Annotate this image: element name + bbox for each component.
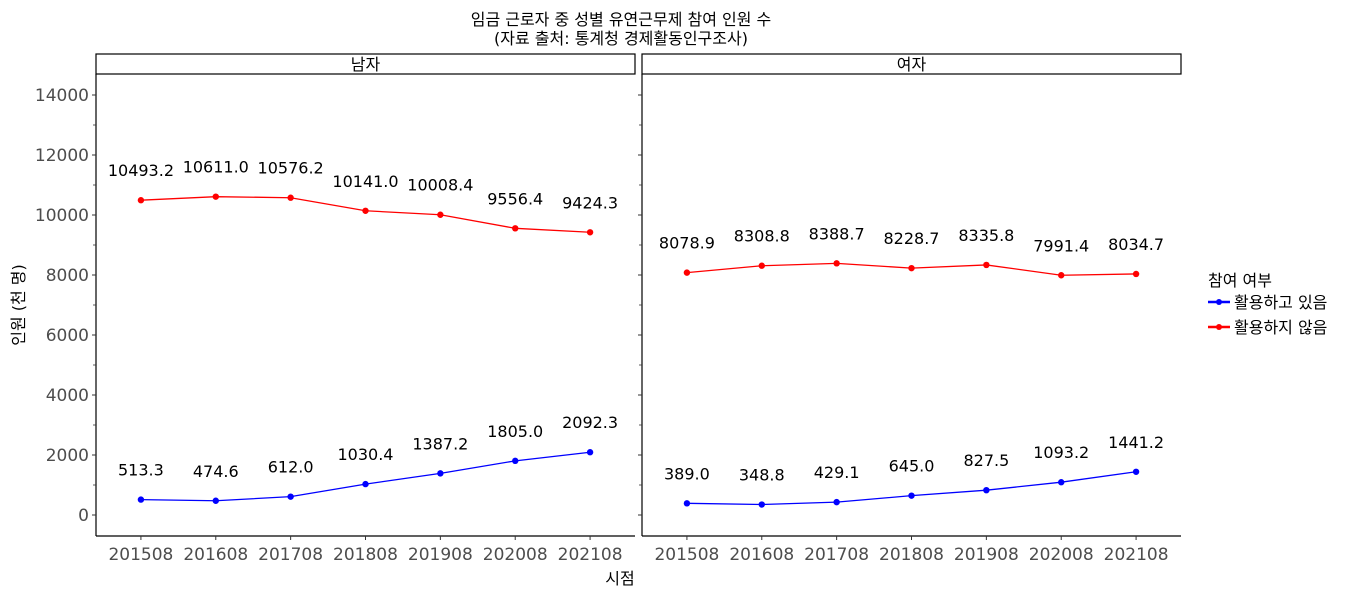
x-tick-label: 202008 — [483, 545, 548, 565]
y-tick-label: 4000 — [46, 386, 89, 406]
data-point — [1133, 469, 1139, 475]
data-label: 1387.2 — [412, 434, 468, 453]
data-label: 10611.0 — [183, 158, 249, 177]
data-point — [213, 193, 219, 199]
data-point — [1133, 271, 1139, 277]
data-label: 645.0 — [889, 457, 935, 476]
data-label: 7991.4 — [1033, 236, 1089, 255]
y-tick-label: 6000 — [46, 326, 89, 346]
data-point — [908, 265, 914, 271]
data-label: 8388.7 — [809, 224, 865, 243]
data-point — [362, 481, 368, 487]
y-axis-label: 인원 (천 명) — [9, 264, 28, 346]
legend-key-point — [1216, 299, 1222, 305]
y-tick-label: 14000 — [35, 86, 89, 106]
data-label: 1805.0 — [487, 422, 543, 441]
data-label: 8078.9 — [659, 234, 715, 253]
data-label: 1441.2 — [1108, 433, 1164, 452]
data-label: 1030.4 — [338, 445, 394, 464]
x-tick-label: 201608 — [729, 545, 794, 565]
data-label: 10008.4 — [407, 176, 473, 195]
legend-title: 참여 여부 — [1208, 271, 1272, 290]
series-using: 389.0 348.8 429.1 645.0 827.5 1093.2 1441.2 — [664, 433, 1164, 508]
data-point — [213, 498, 219, 504]
data-label: 10141.0 — [332, 172, 398, 191]
data-label: 9424.3 — [562, 193, 618, 212]
data-point — [833, 260, 839, 266]
data-point — [512, 458, 518, 464]
data-label: 8034.7 — [1108, 235, 1164, 254]
data-label: 612.0 — [268, 458, 314, 477]
data-point — [684, 500, 690, 506]
data-point — [437, 212, 443, 218]
series-using: 513.3 474.6 612.0 1030.4 1387.2 1805.0 2092.3 — [118, 413, 618, 504]
data-point — [287, 195, 293, 201]
x-tick-label: 201808 — [879, 545, 944, 565]
data-label: 513.3 — [118, 461, 164, 480]
series-not-using: 8078.9 8308.8 8388.7 8228.7 8335.8 7991.4 8034… — [659, 224, 1164, 278]
data-point — [833, 499, 839, 505]
data-point — [908, 492, 914, 498]
data-point — [1058, 479, 1064, 485]
y-tick-label: 0 — [78, 506, 89, 526]
data-point — [983, 487, 989, 493]
data-point — [983, 262, 989, 268]
data-point — [138, 197, 144, 203]
x-axis-label: 시점 — [605, 569, 634, 588]
x-tick-label: 201708 — [804, 545, 869, 565]
data-label: 2092.3 — [562, 413, 618, 432]
data-label: 348.8 — [739, 466, 785, 485]
data-point — [362, 208, 368, 214]
data-label: 8335.8 — [958, 226, 1014, 245]
data-point — [1058, 272, 1064, 278]
data-point — [684, 269, 690, 275]
legend-label: 활용하지 않음 — [1234, 318, 1327, 337]
chart-subtitle: (자료 출처: 통계청 경제활동인구조사) — [494, 29, 748, 48]
panel-strip-label: 남자 — [351, 55, 381, 74]
x-tick-label: 201808 — [333, 545, 398, 565]
y-tick-label: 2000 — [46, 446, 89, 466]
data-label: 429.1 — [814, 463, 860, 482]
data-point — [587, 449, 593, 455]
x-tick-label: 201508 — [654, 545, 719, 565]
data-label: 10493.2 — [108, 161, 174, 180]
x-tick-label: 201608 — [183, 545, 248, 565]
y-tick-label: 12000 — [35, 146, 89, 166]
data-label: 8228.7 — [884, 229, 940, 248]
x-tick-label: 201908 — [954, 545, 1019, 565]
x-tick-label: 202108 — [558, 545, 623, 565]
x-tick-label: 201908 — [408, 545, 473, 565]
panel-strip-label: 여자 — [897, 55, 927, 74]
data-point — [512, 225, 518, 231]
x-tick-label: 201708 — [258, 545, 323, 565]
panel-1: 남자 0 2000 4000 6000 8000 10000 12000 14000 201508… — [35, 54, 635, 565]
x-tick-label: 201508 — [108, 545, 173, 565]
data-point — [287, 493, 293, 499]
data-point — [437, 470, 443, 476]
data-label: 9556.4 — [487, 189, 543, 208]
series-not-using: 10493.2 10611.0 10576.2 10141.0 10008.4 9556.… — [108, 158, 618, 236]
x-tick-label: 202108 — [1104, 545, 1169, 565]
data-label: 10576.2 — [258, 159, 324, 178]
data-point — [138, 496, 144, 502]
y-tick-label: 10000 — [35, 206, 89, 226]
data-label: 8308.8 — [734, 227, 790, 246]
data-label: 389.0 — [664, 464, 710, 483]
data-label: 827.5 — [963, 451, 1009, 470]
y-tick-label: 8000 — [46, 266, 89, 286]
data-point — [759, 501, 765, 507]
data-point — [759, 263, 765, 269]
data-point — [587, 229, 593, 235]
chart-title: 임금 근로자 중 성별 유연근무제 참여 인원 수 — [471, 10, 772, 29]
x-tick-label: 202008 — [1029, 545, 1094, 565]
panels: 남자 0 2000 4000 6000 8000 10000 12000 14000 201508… — [35, 54, 1181, 565]
legend-key-point — [1216, 324, 1222, 330]
data-label: 1093.2 — [1033, 443, 1089, 462]
panel-2: 여자 201508 201608 201708 201808 201908 202008 20… — [638, 54, 1181, 565]
legend-label: 활용하고 있음 — [1234, 293, 1327, 312]
data-label: 474.6 — [193, 462, 239, 481]
